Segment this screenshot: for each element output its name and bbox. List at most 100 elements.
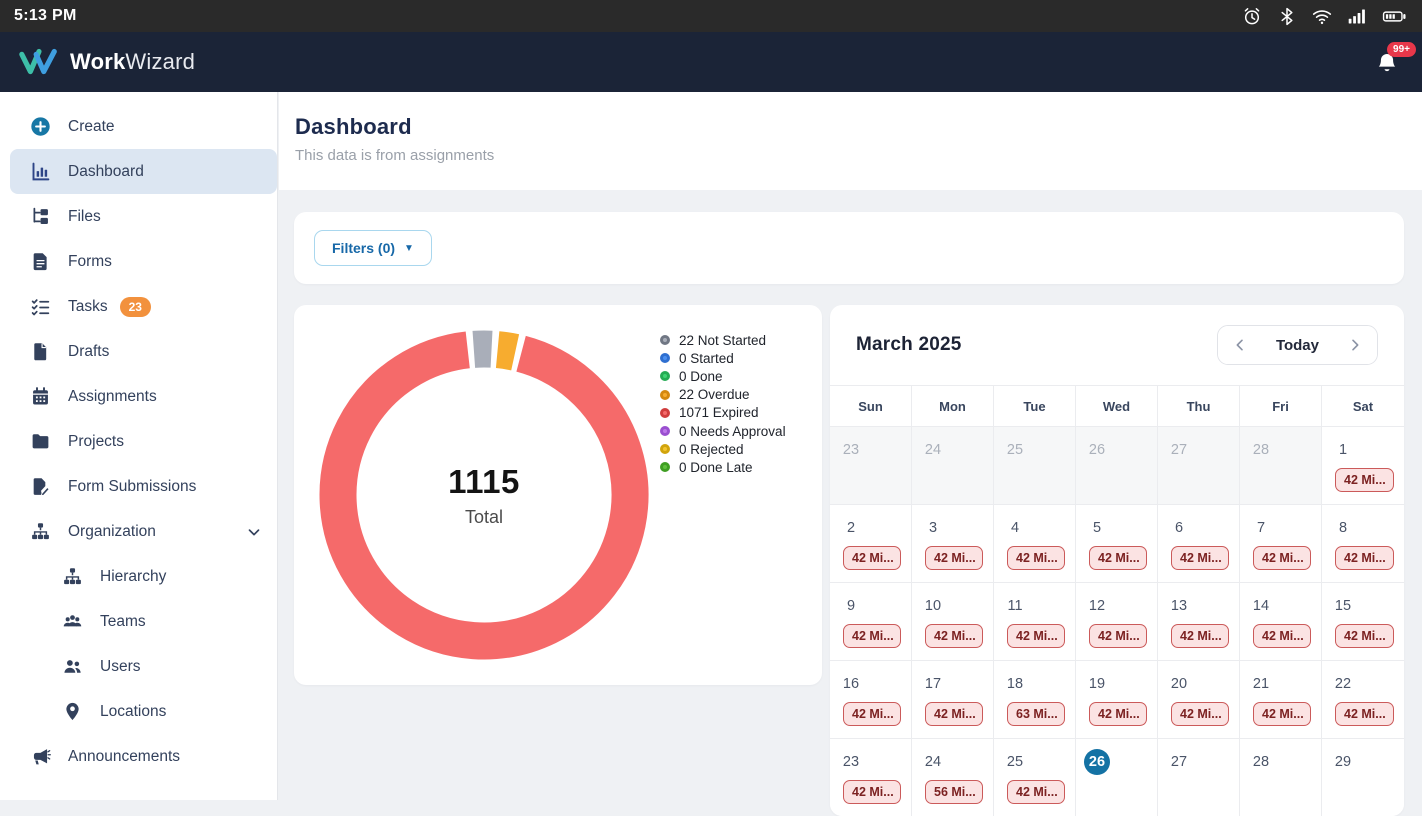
- megaphone-icon: [30, 746, 51, 767]
- today-button[interactable]: Today: [1262, 326, 1333, 364]
- calendar-day-28-outmonth[interactable]: 28: [1240, 427, 1322, 504]
- date-number: 28: [1248, 437, 1274, 463]
- sidebar-item-users[interactable]: Users: [10, 644, 277, 689]
- legend-label: 22 Overdue: [679, 387, 750, 402]
- sidebar-item-dashboard[interactable]: Dashboard: [10, 149, 277, 194]
- calendar-day-24-outmonth[interactable]: 24: [912, 427, 994, 504]
- sidebar-item-label: Dashboard: [68, 163, 144, 181]
- event-badge[interactable]: 42 Mi...: [843, 624, 901, 648]
- event-badge[interactable]: 56 Mi...: [925, 780, 983, 804]
- prev-month-button[interactable]: [1218, 326, 1262, 364]
- date-number: 23: [838, 437, 864, 463]
- event-badge[interactable]: 42 Mi...: [1089, 702, 1147, 726]
- calendar-day-25-outmonth[interactable]: 25: [994, 427, 1076, 504]
- event-badge[interactable]: 42 Mi...: [1253, 702, 1311, 726]
- org-chart-icon: [62, 566, 83, 587]
- notifications-button[interactable]: 99+: [1374, 47, 1404, 77]
- event-badge[interactable]: 42 Mi...: [1171, 624, 1229, 648]
- calendar-day-27-outmonth[interactable]: 27: [1158, 427, 1240, 504]
- sidebar-item-create[interactable]: Create: [10, 104, 277, 149]
- sidebar-item-form-submissions[interactable]: Form Submissions: [10, 464, 277, 509]
- donut-chart-svg: [318, 329, 650, 661]
- event-badge[interactable]: 42 Mi...: [1335, 702, 1394, 726]
- event-badge[interactable]: 42 Mi...: [1089, 546, 1147, 570]
- legend-dot-icon: [660, 371, 670, 381]
- sidebar-item-label: Assignments: [68, 388, 157, 406]
- event-badge[interactable]: 42 Mi...: [1335, 546, 1394, 570]
- calendar-day-23-outmonth[interactable]: 23: [830, 427, 912, 504]
- event-badge[interactable]: 42 Mi...: [1007, 624, 1065, 648]
- sidebar-item-organization[interactable]: Organization: [10, 509, 277, 554]
- donut-segment-overdue: [498, 350, 516, 353]
- event-badge[interactable]: 42 Mi...: [1335, 468, 1394, 492]
- event-badge[interactable]: 42 Mi...: [843, 702, 901, 726]
- event-badge[interactable]: 42 Mi...: [1007, 780, 1065, 804]
- sidebar-item-drafts[interactable]: Drafts: [10, 329, 277, 374]
- event-badge[interactable]: 42 Mi...: [1335, 624, 1394, 648]
- event-badge[interactable]: 42 Mi...: [1253, 546, 1311, 570]
- legend-label: 0 Done: [679, 369, 723, 384]
- calendar-day-28[interactable]: 28: [1240, 739, 1322, 816]
- sidebar-item-teams[interactable]: Teams: [10, 599, 277, 644]
- sidebar-item-label: Organization: [68, 523, 156, 541]
- sidebar-item-projects[interactable]: Projects: [10, 419, 277, 464]
- day-header-sun: Sun: [830, 386, 912, 426]
- event-badge[interactable]: 42 Mi...: [925, 546, 983, 570]
- next-month-button[interactable]: [1333, 326, 1377, 364]
- event-badge[interactable]: 42 Mi...: [1089, 624, 1147, 648]
- sidebar-item-announcements[interactable]: Announcements: [10, 734, 277, 779]
- calendar-day-29[interactable]: 29: [1322, 739, 1404, 816]
- filters-button[interactable]: Filters (0) ▼: [314, 230, 432, 266]
- calendar-day-27[interactable]: 27: [1158, 739, 1240, 816]
- event-badge[interactable]: 42 Mi...: [1171, 702, 1229, 726]
- legend-dot-icon: [660, 444, 670, 454]
- sidebar-item-hierarchy[interactable]: Hierarchy: [10, 554, 277, 599]
- event-badge[interactable]: 42 Mi...: [925, 624, 983, 648]
- sidebar-item-forms[interactable]: Forms: [10, 239, 277, 284]
- event-badge[interactable]: 42 Mi...: [925, 702, 983, 726]
- sidebar-item-files[interactable]: Files: [10, 194, 277, 239]
- legend-label: 0 Rejected: [679, 442, 744, 457]
- event-badge[interactable]: 42 Mi...: [843, 780, 901, 804]
- sidebar-item-label: Form Submissions: [68, 478, 196, 496]
- event-badge[interactable]: 63 Mi...: [1007, 702, 1065, 726]
- calendar-day-26[interactable]: 26: [1076, 739, 1158, 816]
- event-badge[interactable]: 42 Mi...: [843, 546, 901, 570]
- sidebar-item-assignments[interactable]: Assignments: [10, 374, 277, 419]
- event-badge[interactable]: 42 Mi...: [1253, 624, 1311, 648]
- date-number: 27: [1166, 749, 1192, 775]
- tasks-count-badge: 23: [120, 297, 151, 317]
- event-badge[interactable]: 42 Mi...: [1007, 546, 1065, 570]
- status-icons: [1241, 6, 1408, 27]
- calendar-day-26-outmonth[interactable]: 26: [1076, 427, 1158, 504]
- donut-segment-expired: [338, 350, 630, 641]
- event-badge[interactable]: 42 Mi...: [1171, 546, 1229, 570]
- sidebar-item-locations[interactable]: Locations: [10, 689, 277, 734]
